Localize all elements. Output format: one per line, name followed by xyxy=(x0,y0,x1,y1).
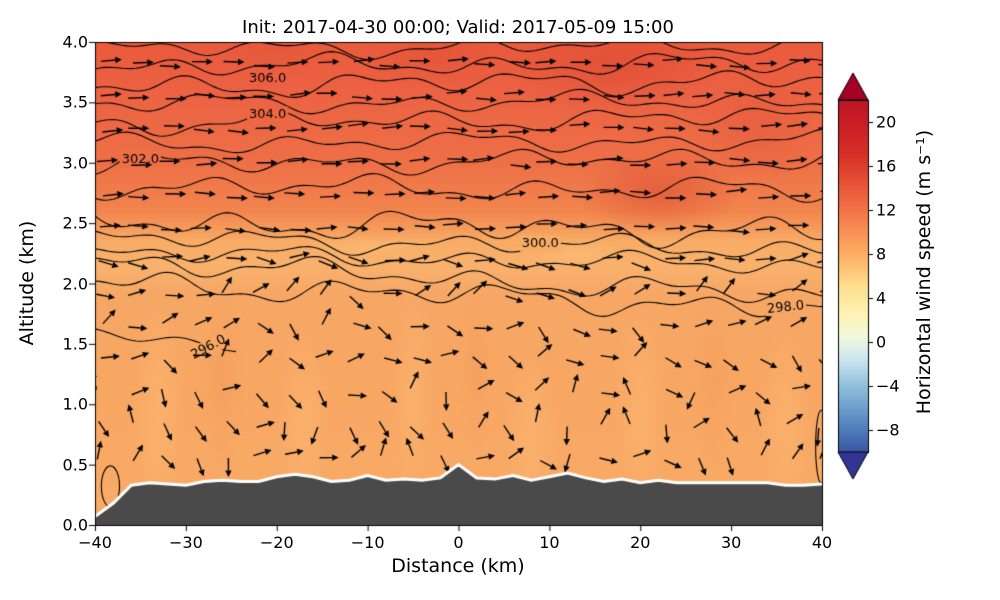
chart-title: Init: 2017-04-30 00:00; Valid: 2017-05-0… xyxy=(242,17,674,38)
colorbar-tick-label: 16 xyxy=(876,156,897,176)
x-tick-label: −40 xyxy=(78,533,112,552)
y-tick-label: 0.5 xyxy=(62,455,88,475)
x-tick-label: 0 xyxy=(453,533,464,552)
y-tick-label: 3.5 xyxy=(62,92,88,112)
x-tick-label: 30 xyxy=(720,533,742,552)
y-tick-label: 3.0 xyxy=(62,153,88,173)
y-tick-label: 4.0 xyxy=(62,32,88,52)
y-tick-label: 2.5 xyxy=(62,213,88,233)
colorbar-tick-label: 8 xyxy=(876,244,887,264)
x-tick-label: −10 xyxy=(350,533,385,552)
y-tick-label: 2.0 xyxy=(62,274,88,293)
colorbar-tick-label: −4 xyxy=(876,376,900,396)
colorbar-tick-label: −8 xyxy=(876,420,900,440)
colorbar-tick-label: 20 xyxy=(876,112,897,132)
x-tick-label: −30 xyxy=(168,533,203,552)
colorbar-tick-label: 12 xyxy=(876,200,897,220)
x-tick-label: 40 xyxy=(811,533,833,552)
colorbar-label: Horizontal wind speed (m s⁻¹) xyxy=(913,129,935,415)
y-axis-label: Altitude (km) xyxy=(16,220,38,346)
colorbar-tick-label: 4 xyxy=(876,288,887,308)
y-tick-label: 0.0 xyxy=(62,515,88,535)
y-tick-label: 1.5 xyxy=(62,334,88,354)
x-axis-label: Distance (km) xyxy=(391,555,525,577)
y-tick-label: 1.0 xyxy=(62,394,88,414)
x-tick-label: 20 xyxy=(630,533,651,552)
colorbar-tick-label: 0 xyxy=(876,332,887,352)
x-tick-label: −20 xyxy=(259,533,294,552)
x-tick-label: 10 xyxy=(539,533,560,552)
